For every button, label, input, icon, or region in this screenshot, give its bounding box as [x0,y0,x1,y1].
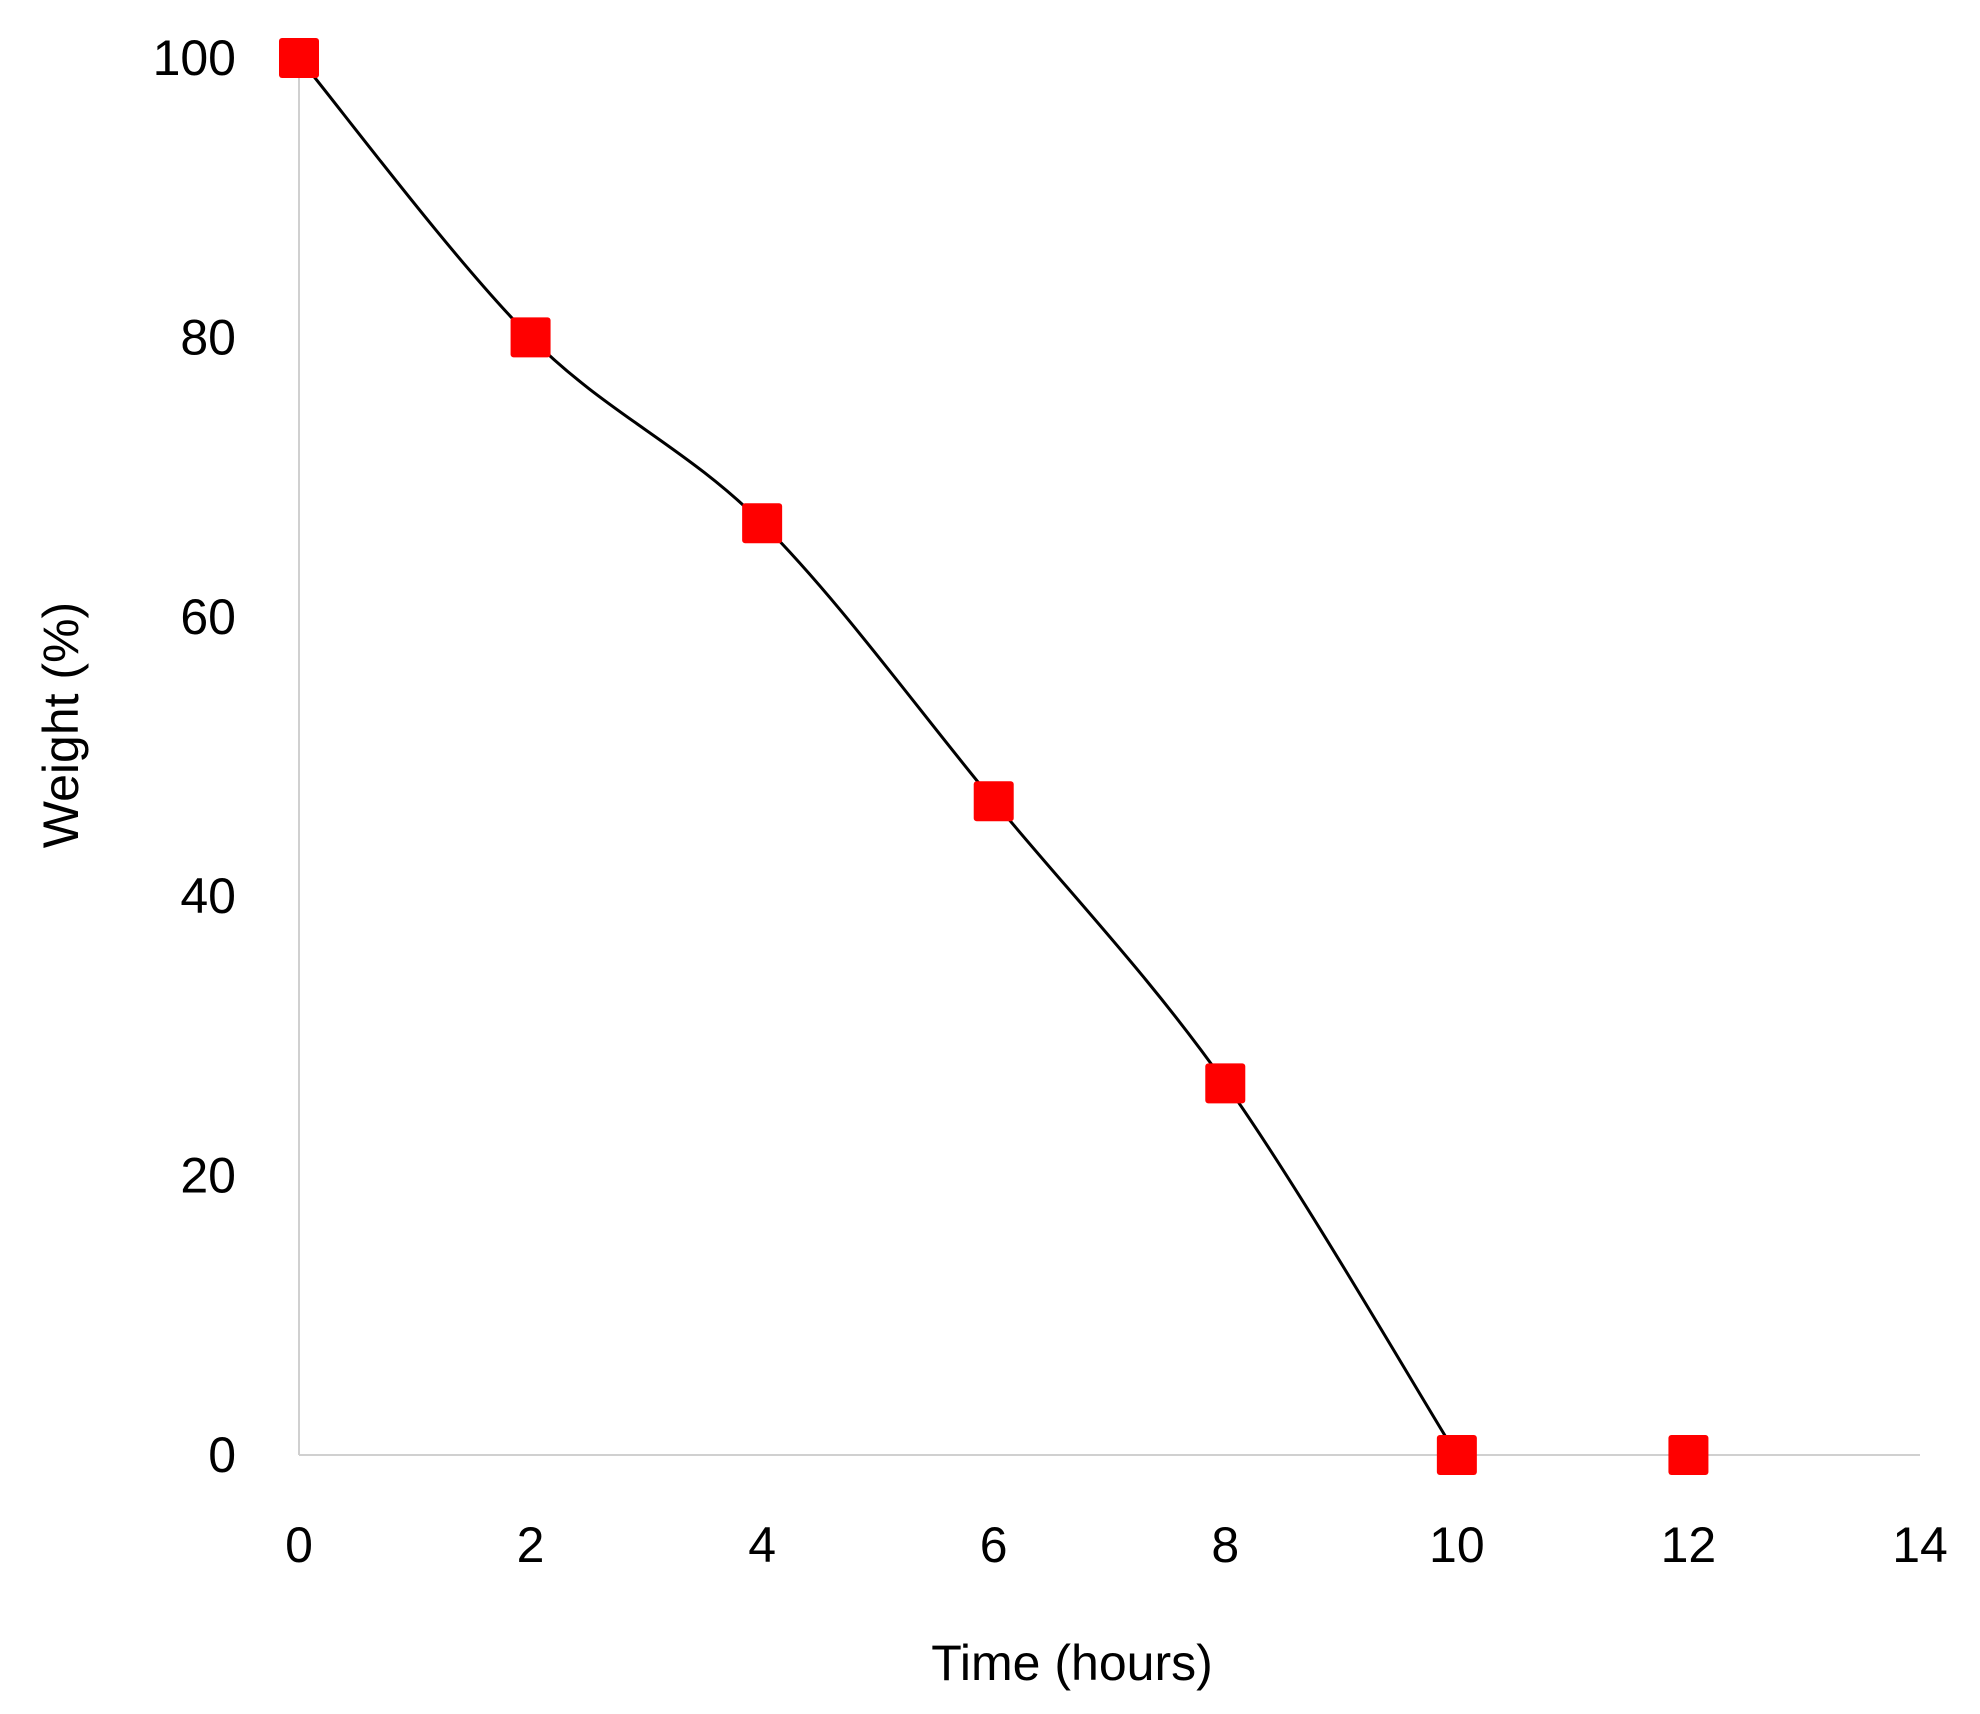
y-tick-label: 20 [180,1148,236,1204]
x-tick-label: 12 [1661,1517,1717,1573]
data-point-marker [742,503,783,544]
x-tick-label: 8 [1211,1517,1239,1573]
data-point-marker [1668,1435,1709,1475]
y-tick-label: 40 [180,868,236,924]
x-tick-label: 0 [285,1517,313,1573]
data-markers [279,38,1709,1475]
x-tick-label: 10 [1429,1517,1485,1573]
y-axis-title: Weight (%) [33,602,89,848]
y-tick-label: 60 [180,589,236,645]
y-tick-labels: 0 20 40 60 80 100 [153,30,236,1483]
data-point-marker [510,317,551,358]
x-tick-label: 14 [1892,1517,1948,1573]
y-tick-label: 0 [208,1427,236,1483]
x-tick-label: 4 [748,1517,776,1573]
data-point-marker [1205,1063,1246,1104]
y-tick-label: 80 [180,309,236,365]
data-point-marker [279,38,319,78]
x-tick-label: 6 [980,1517,1008,1573]
x-tick-labels: 0 2 4 6 8 10 12 14 [285,1517,1948,1573]
x-axis-title: Time (hours) [931,1635,1213,1691]
y-tick-label: 100 [153,30,236,86]
x-tick-label: 2 [517,1517,545,1573]
data-point-marker [973,781,1014,822]
data-point-marker [1436,1435,1477,1475]
series-line [297,57,1459,1456]
